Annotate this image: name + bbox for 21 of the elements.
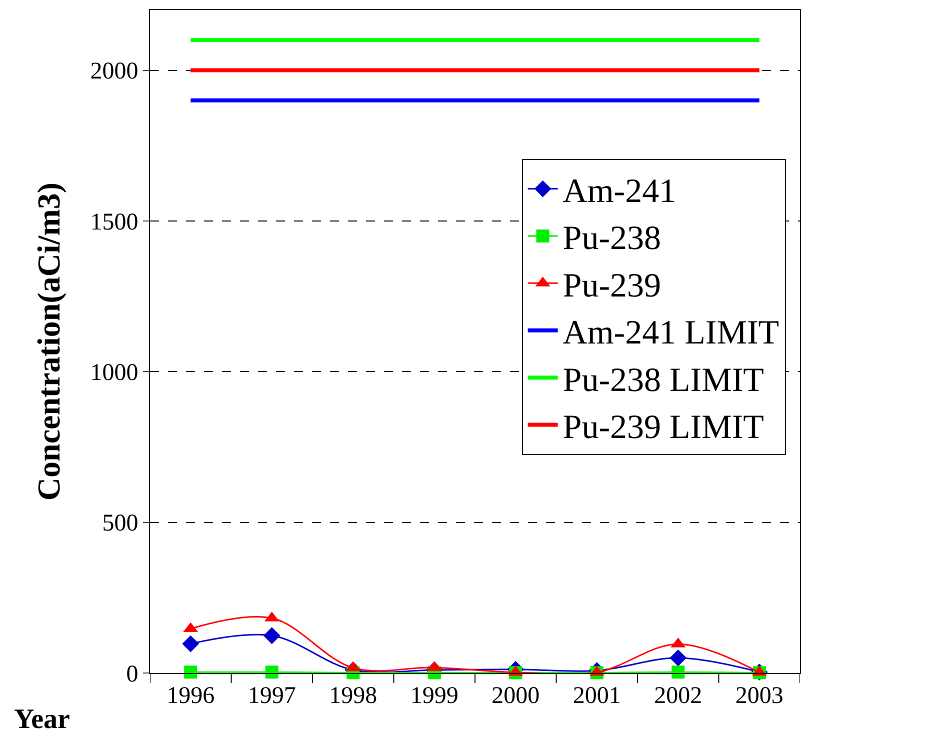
legend-label: Pu-238 LIMIT (562, 362, 764, 399)
x-tick-label: 1997 (248, 682, 296, 709)
legend-label: Am-241 LIMIT (562, 314, 780, 352)
legend-label: Pu-239 (562, 267, 662, 304)
x-tick-label: 2003 (735, 682, 784, 709)
x-tick-label: 1998 (329, 682, 378, 709)
y-tick-label: 500 (102, 510, 138, 537)
y-axis-title: Concentration(aCi/m3) (30, 182, 66, 501)
x-tick-label: 2000 (492, 682, 540, 709)
y-tick-label: 0 (126, 661, 138, 688)
y-tick-label: 1000 (90, 360, 138, 386)
legend-label: Pu-238 (562, 220, 662, 258)
y-tick-label: 1500 (90, 209, 138, 236)
x-tick-label: 2001 (572, 682, 621, 709)
legend-label: Am-241 (562, 173, 676, 210)
legend-label: Pu-239 LIMIT (562, 409, 764, 446)
x-tick-label: 1999 (410, 682, 458, 709)
x-tick-label: 2002 (654, 682, 702, 709)
y-tick-label: 2000 (90, 58, 138, 85)
x-axis-title: Year (14, 704, 70, 735)
x-tick-label: 1996 (166, 682, 215, 709)
